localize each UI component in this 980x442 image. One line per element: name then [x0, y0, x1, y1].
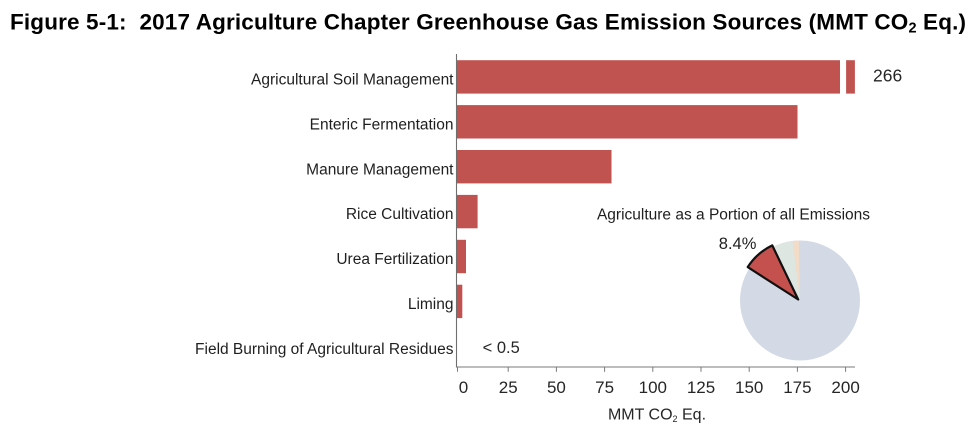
- svg-text:150: 150: [735, 378, 763, 397]
- svg-text:75: 75: [595, 378, 614, 397]
- svg-text:Manure Management: Manure Management: [306, 161, 454, 178]
- svg-text:MMT CO2 Eq.: MMT CO2 Eq.: [608, 407, 706, 425]
- svg-text:8.4%: 8.4%: [719, 235, 757, 253]
- svg-text:Enteric Fermentation: Enteric Fermentation: [310, 116, 454, 133]
- svg-text:266: 266: [873, 66, 902, 86]
- svg-text:25: 25: [499, 378, 518, 397]
- svg-text:100: 100: [639, 378, 667, 397]
- svg-text:Field Burning of Agricultural: Field Burning of Agricultural Residues: [195, 341, 454, 358]
- svg-text:Urea Fertilization: Urea Fertilization: [336, 251, 453, 268]
- svg-text:125: 125: [687, 378, 715, 397]
- svg-text:0: 0: [459, 378, 468, 397]
- svg-text:Agricultural Soil Management: Agricultural Soil Management: [251, 72, 454, 89]
- svg-text:Figure 5-1: 2017 Agriculture: Figure 5-1: 2017 Agriculture Chapter Gre…: [10, 9, 966, 36]
- svg-text:Agriculture as a Portion of al: Agriculture as a Portion of all Emission…: [597, 206, 870, 223]
- svg-text:Rice Cultivation: Rice Cultivation: [346, 206, 454, 223]
- svg-text:Liming: Liming: [408, 296, 454, 313]
- svg-text:50: 50: [547, 378, 566, 397]
- svg-text:200: 200: [831, 378, 859, 397]
- svg-text:175: 175: [783, 378, 811, 397]
- svg-text:< 0.5: < 0.5: [483, 339, 520, 357]
